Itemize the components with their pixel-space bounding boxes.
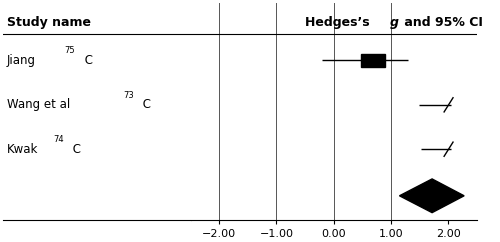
Text: 75: 75 [64, 46, 76, 55]
Text: g: g [390, 16, 398, 29]
Polygon shape [400, 179, 464, 213]
Text: 73: 73 [123, 91, 134, 99]
Text: C: C [69, 143, 81, 156]
Text: C: C [80, 54, 92, 67]
Text: C: C [138, 98, 150, 111]
Text: Hedges’s: Hedges’s [305, 16, 374, 29]
Text: and 95% CI: and 95% CI [400, 16, 483, 29]
Bar [360, 54, 384, 67]
Text: 74: 74 [53, 135, 64, 144]
Text: Kwak: Kwak [6, 143, 38, 156]
Text: Jiang: Jiang [6, 54, 36, 67]
Text: Study name: Study name [6, 16, 90, 29]
Text: Wang et al: Wang et al [6, 98, 70, 111]
